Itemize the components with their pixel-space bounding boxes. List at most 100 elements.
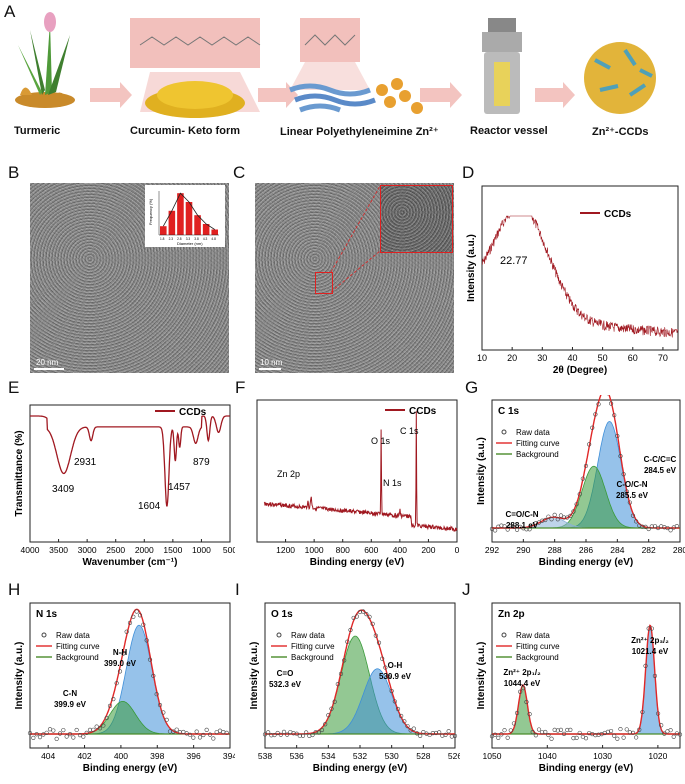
legend-raw-marker [276, 632, 282, 638]
raw-data-point [310, 732, 315, 738]
x-axis-label: Binding energy (eV) [539, 557, 633, 568]
raw-data-point [655, 711, 661, 716]
raw-data-point [655, 525, 661, 531]
survey-series-ccds [263, 411, 458, 533]
x-tick-label: 1020 [648, 751, 667, 761]
raw-data-point [84, 730, 89, 735]
ftir-peak-3409: 3409 [52, 484, 75, 495]
zoom-box [315, 272, 333, 294]
raw-data-point [593, 733, 598, 738]
x-axis-label: Binding energy (eV) [310, 557, 404, 568]
raw-data-point [364, 612, 369, 617]
raw-data-point [91, 727, 96, 732]
raw-data-point [107, 703, 113, 708]
raw-data-point [643, 663, 648, 668]
raw-data-point [549, 736, 554, 741]
raw-data-point [511, 524, 517, 530]
x-tick-label: 2500 [106, 545, 125, 555]
xps-title: Zn 2p [498, 609, 525, 620]
fitting-curve [492, 624, 680, 735]
raw-data-point [300, 733, 306, 738]
raw-data-point [174, 727, 179, 732]
component-label: C-O/C-N [616, 480, 647, 489]
raw-data-point [405, 724, 410, 729]
raw-data-point [583, 463, 589, 469]
component-label: N-H [113, 648, 127, 657]
raw-data-point [57, 731, 63, 736]
raw-data-point [373, 633, 378, 638]
raw-data-point [313, 730, 318, 735]
legend-raw-marker [501, 429, 507, 435]
raw-data-point [565, 727, 570, 733]
component-label: C=O/C-N [505, 510, 538, 519]
x-tick-label: 400 [114, 751, 128, 761]
raw-data-point [335, 682, 340, 687]
ftir-peak-1604: 1604 [138, 501, 161, 512]
x-tick-label: 200 [421, 545, 435, 555]
raw-data-point [671, 734, 676, 739]
raw-data-point [285, 732, 290, 737]
legend-bg: Background [516, 653, 559, 662]
raw-data-point [637, 727, 642, 732]
y-axis-label: Intensity (a.u.) [476, 437, 487, 505]
raw-data-point [184, 731, 189, 736]
raw-data-point [615, 433, 620, 439]
size-distribution-chart: Frequency (%) Diameter (nm) 1.8 2.3 2.8 3.3… [148, 191, 219, 246]
raw-data-point [345, 639, 350, 644]
x-tick-label: 3000 [78, 545, 97, 555]
legend-raw-marker [501, 632, 507, 638]
plot-frame [29, 404, 231, 543]
raw-data-point [157, 702, 163, 708]
raw-data-point [630, 513, 636, 518]
raw-data-point [555, 517, 560, 522]
raw-data-point [524, 699, 529, 705]
x-tick-label: 536 [290, 751, 304, 761]
component-energy: 1021.4 eV [632, 647, 669, 656]
raw-data-point [580, 476, 585, 481]
x-tick-label: 20 [507, 353, 517, 363]
raw-data-point [493, 732, 498, 737]
panel-label-c: C [233, 163, 246, 182]
raw-data-point [197, 735, 203, 740]
raw-data-point [418, 733, 423, 738]
x-tick-label: 500 [223, 545, 235, 555]
raw-data-point [493, 528, 498, 533]
x-tick-label: 398 [150, 751, 164, 761]
caption-curcumin: Curcumin- Keto form [130, 125, 240, 137]
xps-title: O 1s [271, 609, 293, 620]
legend-fit: Fitting curve [291, 642, 335, 651]
raw-data-point [593, 412, 598, 417]
legend-ccds-e: CCDs [179, 407, 207, 418]
raw-data-point [348, 627, 353, 633]
raw-data-point [332, 699, 337, 704]
raw-data-point [342, 658, 347, 663]
scale-text-b: 20 nm [36, 358, 59, 367]
raw-data-point [508, 728, 513, 733]
raw-data-point [275, 730, 280, 736]
raw-data-point [561, 731, 567, 736]
raw-data-point [224, 730, 229, 735]
ftir-peak-1457: 1457 [168, 482, 191, 493]
raw-data-point [652, 673, 658, 679]
raw-data-point [590, 425, 595, 430]
raw-data-point [527, 712, 532, 717]
raw-data-point [144, 638, 149, 643]
fitting-curve [30, 608, 230, 735]
scale-bar-b [34, 368, 64, 370]
raw-data-point [74, 727, 79, 733]
raw-data-point [44, 730, 49, 735]
raw-data-point [399, 713, 404, 719]
survey-peak-label: C 1s [400, 426, 419, 436]
panel-label-a: A [4, 2, 16, 21]
raw-data-point [652, 524, 658, 529]
x-tick-label: 284 [610, 545, 624, 555]
x-tick-label: 60 [628, 353, 638, 363]
raw-data-point [71, 735, 76, 740]
y-axis-label: Intensity (a.u.) [14, 642, 25, 710]
chart-xrd: 10 20 30 40 50 60 70 2θ (Degree) Intensity (a.u.… [466, 185, 679, 376]
raw-data-point [376, 640, 382, 645]
raw-data-point [571, 509, 576, 514]
panel-label-d: D [462, 163, 475, 182]
raw-data-point [408, 728, 413, 733]
x-tick-label: 1500 [163, 545, 182, 555]
